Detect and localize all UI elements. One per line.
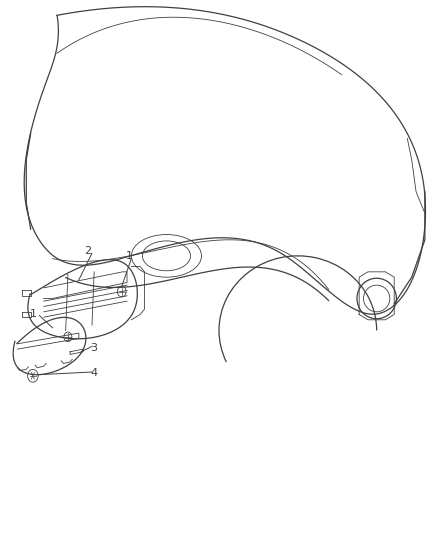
Circle shape bbox=[28, 369, 38, 382]
Circle shape bbox=[64, 332, 72, 342]
Text: 4: 4 bbox=[91, 368, 98, 378]
Text: 3: 3 bbox=[91, 343, 98, 352]
Text: 1: 1 bbox=[126, 251, 133, 261]
Circle shape bbox=[117, 286, 126, 297]
Text: 2: 2 bbox=[84, 246, 91, 255]
Text: 1: 1 bbox=[29, 310, 36, 319]
